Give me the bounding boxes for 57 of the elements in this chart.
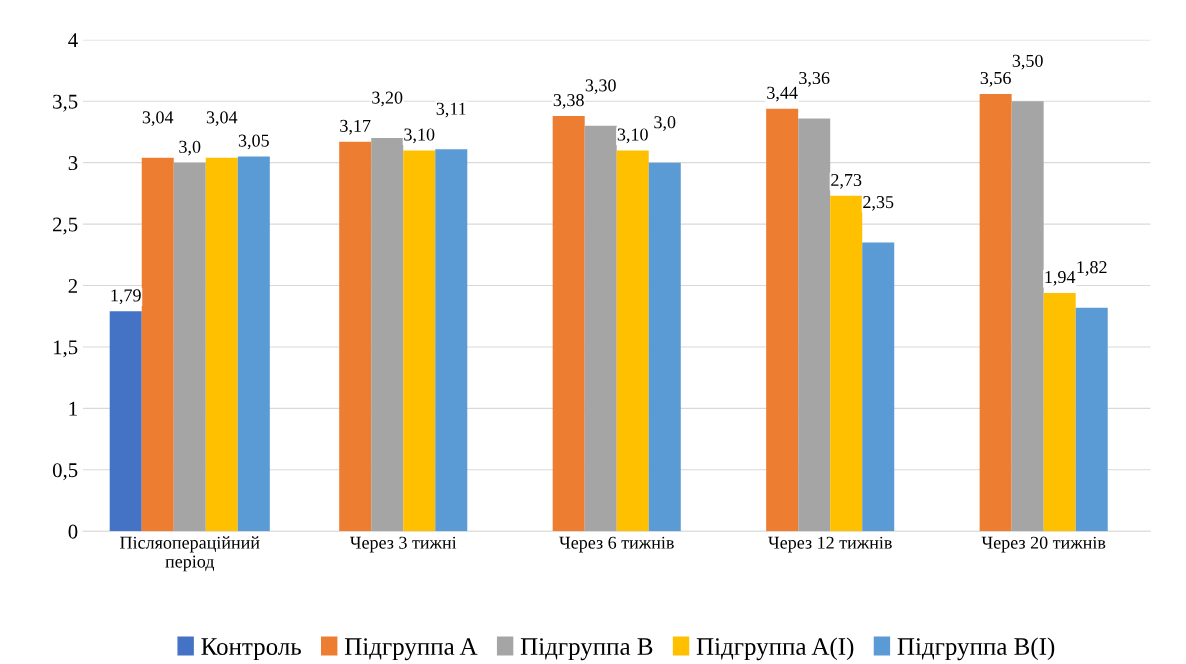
bar — [552, 116, 585, 532]
y-tick-label: 1 — [69, 401, 77, 416]
data-label: 3,0 — [654, 116, 676, 131]
data-label: 3,36 — [799, 71, 830, 87]
x-tick-label: Через 6 тижнів — [559, 536, 674, 553]
bar — [403, 150, 436, 532]
bar — [435, 149, 468, 532]
bar — [766, 108, 799, 532]
data-label: 3,04 — [142, 111, 174, 126]
data-label: 3,0 — [179, 140, 201, 156]
legend-label: Підгруппа B(I) — [897, 637, 1055, 661]
bar — [584, 125, 617, 532]
data-label: 2,73 — [831, 173, 862, 189]
x-tick-label: Через 3 тижні — [349, 536, 457, 553]
data-label: 3,05 — [238, 134, 269, 150]
bar — [616, 150, 649, 532]
data-label: 3,20 — [372, 91, 403, 107]
legend-label: Підгруппа B — [520, 638, 653, 661]
y-tick-label: 2 — [68, 278, 78, 293]
bar — [862, 242, 895, 532]
bar — [648, 162, 681, 532]
data-label: 3,44 — [767, 86, 798, 102]
bar — [830, 195, 863, 532]
data-label: 1,82 — [1077, 261, 1107, 276]
x-tick-label: Післяопераційний період — [120, 536, 260, 572]
data-label: 2,35 — [863, 196, 894, 211]
bar — [339, 141, 372, 532]
y-tick-label: 3 — [68, 156, 78, 171]
bar — [1075, 307, 1108, 532]
legend-label: Підгруппа A(I) — [696, 637, 854, 661]
data-label: 3,56 — [980, 71, 1011, 87]
bar — [798, 118, 831, 532]
data-label: 1,94 — [1045, 270, 1076, 286]
bar — [1011, 101, 1044, 532]
data-label: 3,04 — [206, 111, 238, 126]
bar — [371, 138, 404, 532]
data-label: 3,30 — [585, 79, 616, 95]
legend-label: Контроль — [201, 638, 301, 661]
y-tick-label: 2,5 — [53, 217, 78, 235]
x-tick-label: Через 20 тижнів — [981, 536, 1106, 553]
data-label: 3,17 — [340, 119, 371, 135]
y-tick-label: 1,5 — [53, 340, 78, 358]
data-label: 3,10 — [617, 128, 648, 144]
bar — [979, 93, 1012, 532]
data-label: 3,10 — [404, 128, 435, 144]
y-tick-label: 0 — [68, 524, 78, 539]
bar — [1043, 292, 1076, 532]
x-tick-label: Через 12 тижнів — [768, 536, 892, 553]
data-label: 3,50 — [1012, 54, 1043, 70]
y-tick-label: 3,5 — [53, 94, 78, 112]
data-label: 3,11 — [436, 102, 466, 118]
data-label: 1,79 — [111, 289, 141, 305]
bar — [109, 311, 142, 532]
data-label: 3,38 — [553, 94, 584, 109]
y-tick-label: 4 — [68, 33, 78, 48]
legend-label: Підгруппа A — [344, 638, 478, 661]
y-tick-label: 0,5 — [52, 463, 78, 481]
